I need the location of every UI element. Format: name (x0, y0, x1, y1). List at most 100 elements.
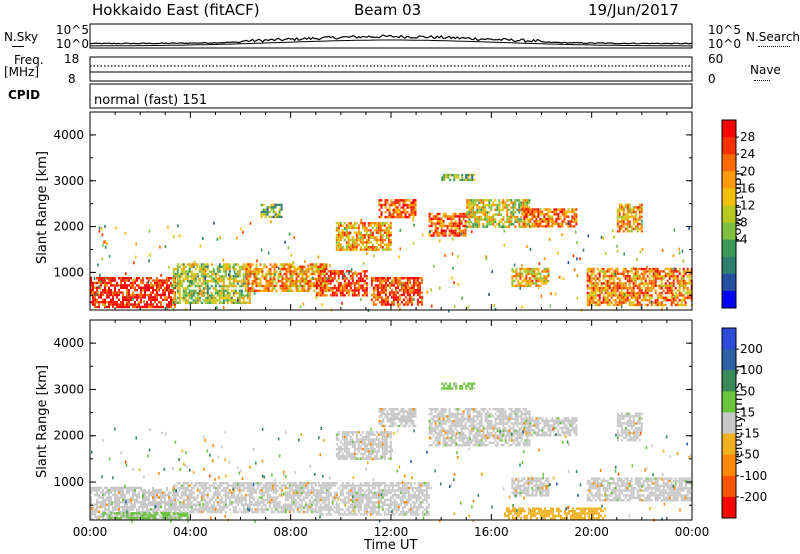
heatmap-cell (90, 505, 92, 509)
heatmap-cell (410, 277, 413, 280)
heatmap-cell (600, 287, 603, 290)
heatmap-cell (188, 270, 191, 273)
heatmap-cell (446, 224, 449, 228)
heatmap-cell (260, 506, 263, 509)
heatmap-cell (196, 294, 199, 297)
heatmap-cell (272, 482, 275, 485)
heatmap-cell (688, 296, 691, 299)
heatmap-cell (242, 506, 245, 509)
heatmap-cell (321, 303, 324, 307)
heatmap-cell (500, 218, 503, 221)
heatmap-cell (545, 217, 548, 221)
heatmap-cell (608, 294, 611, 297)
heatmap-cell (170, 296, 172, 299)
heatmap-cell (90, 513, 92, 516)
heatmap-cell (576, 296, 579, 300)
heatmap-cell (126, 284, 128, 287)
heatmap-cell (232, 282, 235, 285)
heatmap-cell (335, 241, 338, 244)
heatmap-cell (480, 206, 483, 209)
heatmap-cell (100, 486, 102, 490)
heatmap-cell (270, 215, 273, 219)
heatmap-cell (289, 284, 292, 288)
heatmap-cell (634, 218, 637, 221)
heatmap-cell (606, 282, 609, 285)
heatmap-cell (390, 280, 393, 284)
heatmap-cell (538, 262, 541, 266)
heatmap-cell (106, 486, 108, 490)
heatmap-cell (541, 270, 544, 273)
heatmap-cell (220, 498, 223, 502)
heatmap-cell (242, 284, 245, 288)
heatmap-cell (462, 215, 465, 218)
heatmap-cell (410, 211, 413, 214)
heatmap-cell (390, 203, 393, 207)
heatmap-cell (596, 301, 599, 304)
heatmap-cell (194, 506, 197, 509)
heatmap-cell (134, 303, 136, 306)
heatmap-cell (182, 280, 185, 283)
heatmap-cell (309, 272, 312, 276)
heatmap-cell (430, 220, 433, 223)
heatmap-cell (116, 301, 118, 304)
heatmap-cell (166, 514, 169, 517)
heatmap-cell (614, 301, 617, 304)
heatmap-cell (484, 211, 487, 214)
heatmap-cell (242, 280, 245, 283)
heatmap-cell (404, 213, 407, 216)
heatmap-cell (389, 243, 392, 246)
heatmap-cell (216, 306, 218, 310)
nsearch-legend-line (758, 46, 790, 47)
heatmap-cell (220, 292, 223, 295)
heatmap-cell (688, 275, 691, 278)
heatmap-cell (220, 506, 223, 509)
heatmap-cell (218, 486, 221, 490)
heatmap-cell (662, 284, 665, 287)
heatmap-cell (371, 231, 374, 234)
heatmap-cell (142, 289, 144, 292)
heatmap-cell (567, 261, 570, 265)
heatmap-cell (144, 493, 146, 497)
heatmap-cell (269, 280, 272, 283)
heatmap-cell (100, 301, 102, 304)
heatmap-cell (586, 279, 589, 283)
heatmap-cell (571, 215, 574, 218)
heatmap-cell (283, 282, 286, 285)
heatmap-cell (180, 506, 183, 509)
heatmap-cell (398, 281, 401, 285)
heatmap-cell (236, 292, 239, 295)
heatmap-cell (521, 275, 524, 278)
heatmap-cell (600, 270, 603, 273)
heatmap-cell (148, 493, 150, 497)
heatmap-cell (301, 277, 304, 280)
heatmap-cell (506, 218, 509, 221)
heatmap-cell (592, 294, 595, 297)
heatmap-cell (274, 206, 277, 209)
heatmap-cell (228, 296, 231, 300)
heatmap-cell (278, 482, 281, 485)
heatmap-cell (194, 268, 197, 271)
heatmap-cell (200, 289, 203, 292)
heatmap-cell (174, 508, 177, 511)
heatmap-cell (248, 498, 251, 502)
heatmap-cell (456, 227, 459, 230)
heatmap-cell (260, 489, 263, 492)
heatmap-cell (152, 279, 154, 282)
heatmap-cell (212, 491, 215, 494)
heatmap-cell (325, 294, 328, 297)
heatmap-cell (535, 267, 538, 271)
heatmap-cell (218, 265, 221, 268)
heatmap-cell (170, 289, 172, 292)
heatmap-cell (381, 236, 384, 239)
heatmap-cell (257, 270, 260, 273)
heatmap-cell (246, 272, 249, 276)
heatmap-cell (339, 270, 342, 273)
heatmap-cell (469, 173, 472, 177)
heatmap-cell (414, 277, 417, 280)
heatmap-cell (452, 229, 455, 232)
heatmap-cell (317, 294, 320, 297)
heatmap-cell (146, 514, 149, 517)
heatmap-cell (444, 234, 447, 237)
heatmap-cell (571, 210, 574, 214)
heatmap-cell (377, 238, 380, 242)
